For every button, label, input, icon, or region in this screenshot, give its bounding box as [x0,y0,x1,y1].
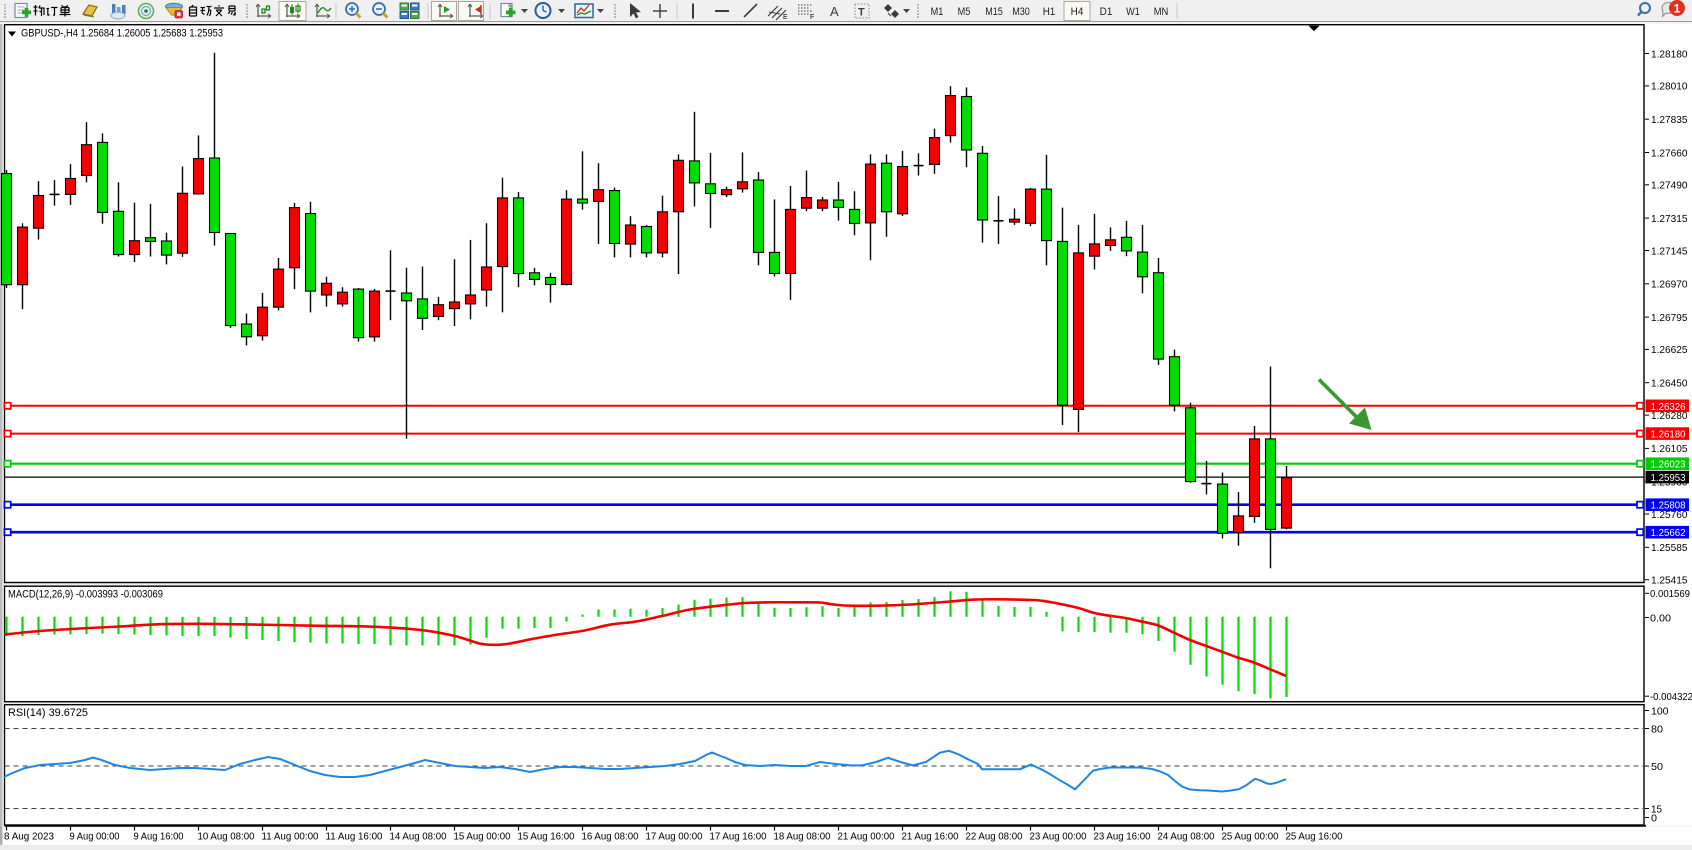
svg-text:T: T [858,7,865,19]
svg-text:80: 80 [1651,724,1663,735]
svg-text:15 Aug 00:00: 15 Aug 00:00 [454,832,511,843]
svg-text:1.26023: 1.26023 [1651,460,1686,471]
svg-text:18 Aug 08:00: 18 Aug 08:00 [774,832,831,843]
svg-text:1.26105: 1.26105 [1651,444,1688,455]
svg-text:M1: M1 [931,6,944,18]
svg-text:D1: D1 [1100,6,1113,18]
svg-text:1.26180: 1.26180 [1651,430,1686,441]
svg-text:8 Aug 2023: 8 Aug 2023 [4,832,54,843]
svg-text:1.27315: 1.27315 [1651,214,1688,225]
svg-text:0.001569: 0.001569 [1650,589,1690,600]
svg-text:17 Aug 00:00: 17 Aug 00:00 [646,832,703,843]
svg-text:1: 1 [1674,1,1681,15]
svg-text:1.25585: 1.25585 [1651,543,1688,554]
svg-text:1.28180: 1.28180 [1651,49,1688,60]
svg-text:H1: H1 [1043,6,1056,18]
svg-text:F: F [810,14,814,21]
svg-text:1.25808: 1.25808 [1651,501,1686,512]
svg-text:14 Aug 08:00: 14 Aug 08:00 [390,832,447,843]
svg-text:25 Aug 00:00: 25 Aug 00:00 [1222,832,1279,843]
svg-text:16 Aug 08:00: 16 Aug 08:00 [582,832,639,843]
svg-text:E: E [783,14,788,21]
svg-text:MACD(12,26,9) -0.003993 -0.003: MACD(12,26,9) -0.003993 -0.003069 [8,589,163,601]
svg-text:1.25415: 1.25415 [1651,576,1688,587]
svg-text:11 Aug 00:00: 11 Aug 00:00 [262,832,319,843]
svg-text:25 Aug 16:00: 25 Aug 16:00 [1286,832,1343,843]
svg-text:1.26326: 1.26326 [1651,402,1686,413]
svg-text:0.00: 0.00 [1650,613,1671,624]
svg-text:W1: W1 [1126,6,1140,18]
svg-text:M5: M5 [958,6,971,18]
svg-text:1.25760: 1.25760 [1651,510,1688,521]
svg-text:10 Aug 08:00: 10 Aug 08:00 [198,832,255,843]
svg-text:1.26795: 1.26795 [1651,313,1688,324]
svg-text:9 Aug 00:00: 9 Aug 00:00 [70,832,120,843]
svg-text:A: A [830,4,839,19]
svg-text:MN: MN [1154,6,1169,18]
svg-text:23 Aug 00:00: 23 Aug 00:00 [1030,832,1087,843]
svg-text:23 Aug 16:00: 23 Aug 16:00 [1094,832,1151,843]
svg-text:21 Aug 16:00: 21 Aug 16:00 [902,832,959,843]
svg-text:1.25953: 1.25953 [1651,473,1686,484]
svg-text:H4: H4 [1071,6,1084,18]
svg-text:M30: M30 [1012,6,1030,18]
svg-text:100: 100 [1651,706,1669,717]
svg-text:24 Aug 08:00: 24 Aug 08:00 [1158,832,1215,843]
svg-text:1.26450: 1.26450 [1651,379,1688,390]
svg-text:9 Aug 16:00: 9 Aug 16:00 [134,832,184,843]
svg-text:M15: M15 [985,6,1003,18]
svg-text:1.27660: 1.27660 [1651,148,1688,159]
svg-text:17 Aug 16:00: 17 Aug 16:00 [710,832,767,843]
svg-text:1.26970: 1.26970 [1651,280,1688,291]
svg-text:22 Aug 08:00: 22 Aug 08:00 [966,832,1023,843]
svg-text:1.28010: 1.28010 [1651,82,1688,93]
svg-text:1.25662: 1.25662 [1651,528,1686,539]
svg-text:21 Aug 00:00: 21 Aug 00:00 [838,832,895,843]
svg-text:1.26280: 1.26280 [1651,411,1688,422]
svg-text:RSI(14) 39.6725: RSI(14) 39.6725 [8,707,88,719]
svg-text:50: 50 [1651,762,1663,773]
svg-text:15: 15 [1651,804,1662,815]
svg-text:1.26625: 1.26625 [1651,345,1688,356]
svg-text:1.27490: 1.27490 [1651,181,1688,192]
svg-text:15 Aug 16:00: 15 Aug 16:00 [518,832,575,843]
svg-text:-0.004322: -0.004322 [1650,692,1692,703]
svg-text:0: 0 [1651,813,1657,824]
svg-text:11 Aug 16:00: 11 Aug 16:00 [326,832,383,843]
svg-text:1.27835: 1.27835 [1651,115,1688,126]
svg-text:1.27145: 1.27145 [1651,246,1688,257]
svg-text:GBPUSD-,H4 1.25684 1.26005 1.: GBPUSD-,H4 1.25684 1.26005 1.25683 1.259… [21,27,223,39]
